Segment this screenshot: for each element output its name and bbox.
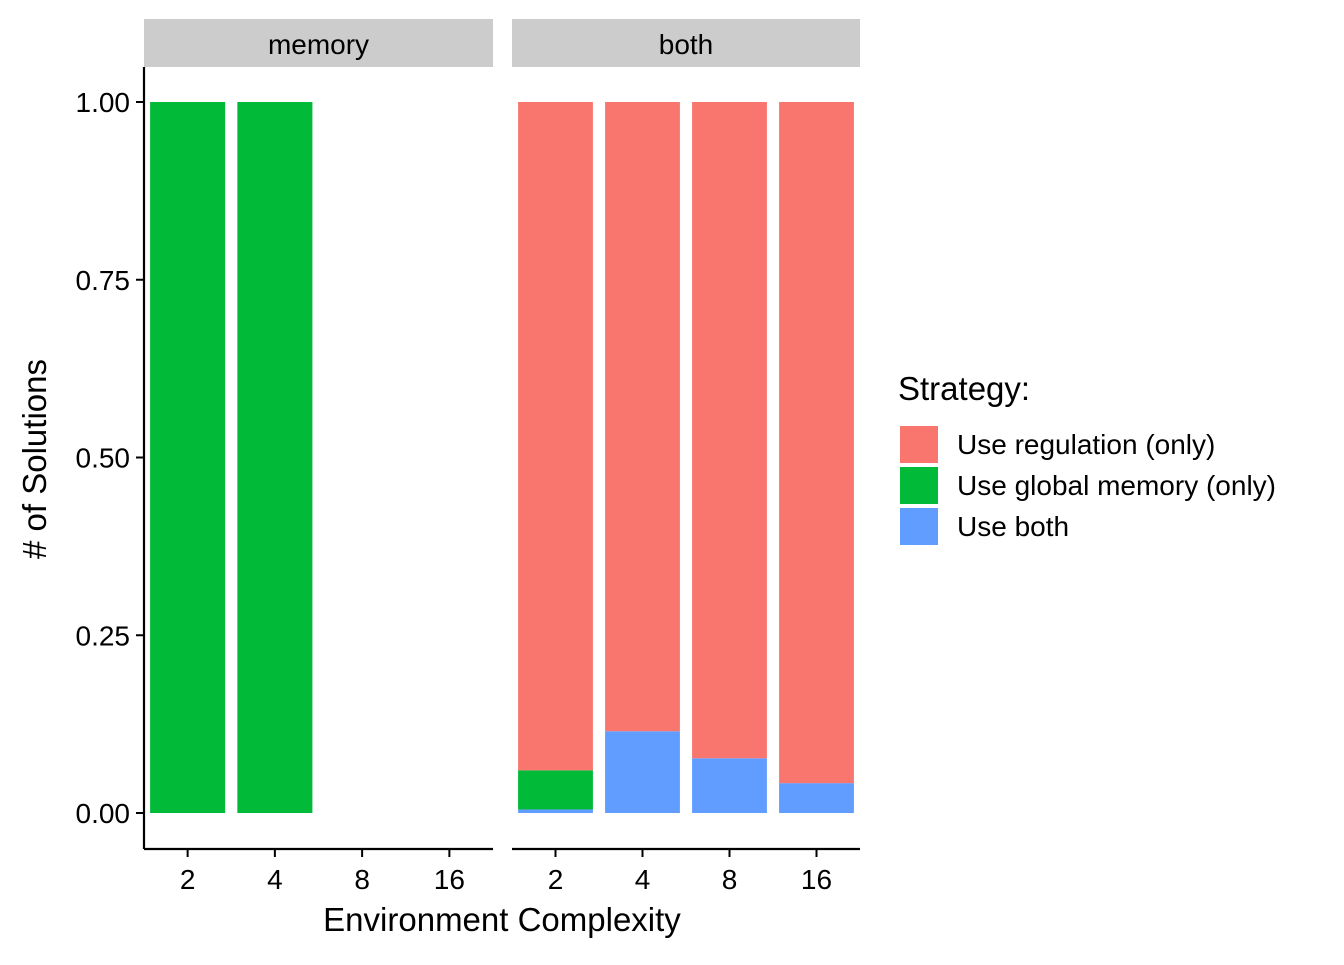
x-tick-label: 2 xyxy=(180,864,196,895)
legend-label-both: Use both xyxy=(957,511,1069,542)
x-tick-label: 8 xyxy=(722,864,738,895)
x-tick-label: 8 xyxy=(354,864,370,895)
bar-segment-both xyxy=(692,758,767,813)
legend-title: Strategy: xyxy=(898,370,1030,407)
bar-segment-regulation xyxy=(605,102,680,732)
facet-strip xyxy=(144,19,493,67)
bar-segment-global xyxy=(518,770,593,810)
x-tick-label: 4 xyxy=(635,864,651,895)
x-tick-label: 16 xyxy=(434,864,465,895)
x-tick-label: 2 xyxy=(548,864,564,895)
y-tick-label: 0.00 xyxy=(76,798,131,829)
y-tick-label: 1.00 xyxy=(76,87,131,118)
y-tick-label: 0.25 xyxy=(76,620,131,651)
bar-segment-regulation xyxy=(779,102,854,784)
bar-segment-regulation xyxy=(518,102,593,771)
legend: Strategy: Use regulation (only) Use global… xyxy=(898,370,1276,545)
bar-segment-global xyxy=(150,102,226,813)
legend-swatch-regulation xyxy=(900,426,938,463)
bar-segment-both xyxy=(779,783,854,813)
y-tick-label: 0.50 xyxy=(76,443,131,474)
legend-swatch-both xyxy=(900,508,938,545)
y-axis-label: # of Solutions xyxy=(16,359,53,559)
legend-swatch-global xyxy=(900,467,938,504)
facet-panel-both: both 2 4 8 16 xyxy=(512,19,860,895)
bar-segment-both xyxy=(605,731,680,813)
y-tick-label: 0.75 xyxy=(76,265,131,296)
x-axis-label: Environment Complexity xyxy=(323,901,681,938)
legend-label-global: Use global memory (only) xyxy=(957,470,1276,501)
legend-label-regulation: Use regulation (only) xyxy=(957,429,1215,460)
facet-strip-label: memory xyxy=(268,29,369,60)
facet-panel-memory: memory 2 4 8 16 xyxy=(144,19,493,895)
x-tick-label: 16 xyxy=(801,864,832,895)
bar-segment-global xyxy=(237,102,313,813)
facet-strip-label: both xyxy=(659,29,714,60)
facet-strip xyxy=(512,19,860,67)
x-tick-label: 4 xyxy=(267,864,283,895)
bar-segment-both xyxy=(518,809,593,813)
bar-segment-regulation xyxy=(692,102,767,759)
